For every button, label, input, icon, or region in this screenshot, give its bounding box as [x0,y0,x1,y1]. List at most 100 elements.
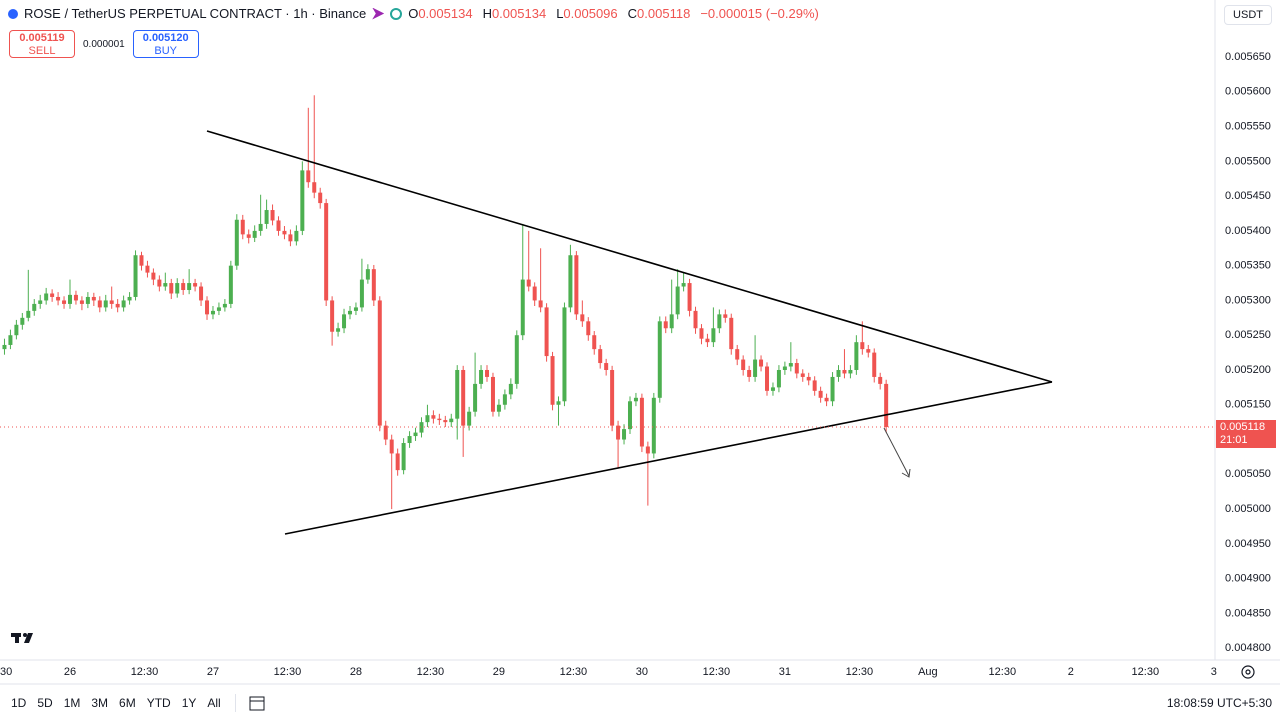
candle-body [866,349,871,353]
candle-body [14,324,19,336]
y-tick-label: 0.004900 [1225,573,1271,585]
candle-body [377,300,382,426]
candle-body [765,366,770,391]
candle-body [651,397,656,454]
candle-body [461,369,466,426]
x-tick-label: 30 [636,666,648,678]
x-tick-label: 28 [350,666,362,678]
candle-body [860,342,865,350]
candle-body [109,300,114,304]
flag-icon[interactable] [372,7,385,20]
x-tick-label: 12:30 [703,666,731,678]
candle-body [97,300,102,308]
candle-body [419,422,424,433]
candle-body [538,300,543,308]
candle-body [103,300,108,308]
candle-body [532,286,537,301]
y-tick-label: 0.005500 [1225,155,1271,167]
candle-body [443,420,448,423]
chart: 0.004800 0.004850 0.004900 0.004950 0.005000… [0,0,1280,685]
y-tick-label: 0.005150 [1225,399,1271,411]
spread: 0.000001 [83,38,125,50]
range-button[interactable]: 3M [91,695,109,710]
candle-body [91,296,96,301]
x-tick-label: 12:30 [274,666,302,678]
y-tick-label: 0.005350 [1225,260,1271,272]
range-button[interactable]: 1D [11,695,27,710]
range-button[interactable]: 1Y [181,695,197,710]
y-tick-label: 0.005200 [1225,364,1271,376]
candle-body [711,328,716,343]
candle-body [550,356,555,405]
candle-body [306,170,311,183]
candle-body [782,366,787,370]
x-tick-label: 12:30 [417,666,445,678]
ohlc-value: 0.005134 [491,6,547,21]
y-tick-label: 0.004850 [1225,607,1271,619]
candle-body [199,286,204,301]
candle-body [449,418,454,423]
candle-body [276,220,281,231]
settings-icon[interactable] [1241,665,1255,679]
currency-selector[interactable]: USDT [1224,5,1272,25]
candle-body [133,255,138,297]
candle-body [693,310,698,329]
candle-body [747,369,752,377]
candle-body [729,317,734,350]
candle-body [455,369,460,419]
candle-body [216,307,221,311]
candle-body [502,394,507,405]
candle-body [407,436,412,444]
candle-body [776,369,781,388]
symbol-icon [8,8,18,19]
candle-body [246,234,251,238]
candle-body [347,310,352,315]
x-tick-label: 12:30 [1132,666,1160,678]
symbol-header: ROSE / TetherUS PERPETUAL CONTRACT · 1h … [8,6,823,21]
candle-body [622,429,627,440]
date-range-icon[interactable] [248,694,266,712]
candle-body [800,373,805,377]
candle-body [741,359,746,370]
ohlc-key: C [627,6,638,21]
ohlc-value: 0.005096 [563,6,618,21]
candle-body [353,307,358,311]
candle-body [187,283,192,291]
candle-body [681,283,686,287]
change: −0.000015 (−0.29%) [700,6,819,21]
x-tick-label: 12:30 [846,666,874,678]
candle-body [788,363,793,367]
candle-body [413,432,418,437]
candle-body [67,294,72,304]
tv-logo [11,633,33,643]
x-tick-label: 12:30 [560,666,588,678]
buy-button[interactable]: 0.005120 BUY [132,30,199,58]
candle-body [842,369,847,374]
candle-body [44,293,49,301]
candle-body [663,321,668,329]
candle-body [848,369,853,374]
range-button[interactable]: 5D [37,695,53,710]
y-tick-label: 0.005550 [1225,120,1271,132]
candle-body [32,303,37,311]
range-button[interactable]: 1M [63,695,81,710]
range-button[interactable]: All [207,695,221,710]
candle-body [425,415,430,423]
candle-body [753,359,758,377]
candle-body [836,369,841,377]
candle-body [669,314,674,329]
range-button[interactable]: YTD [146,695,171,710]
ohlc-value: 0.005118 [637,6,691,21]
candle-body [318,192,323,204]
candle-body [735,349,740,360]
candle-body [806,376,811,381]
sell-button[interactable]: 0.005119 SELL [9,30,75,58]
candle-body [872,352,877,377]
x-tick-label: 12:30 [131,666,159,678]
x-tick-label: 12:30 [989,666,1017,678]
candle-body [645,446,650,454]
candle-body [437,418,442,421]
symbol-title: ROSE / TetherUS PERPETUAL CONTRACT · 1h … [24,6,367,21]
candle-body [687,283,692,311]
range-button[interactable]: 6M [119,695,136,710]
